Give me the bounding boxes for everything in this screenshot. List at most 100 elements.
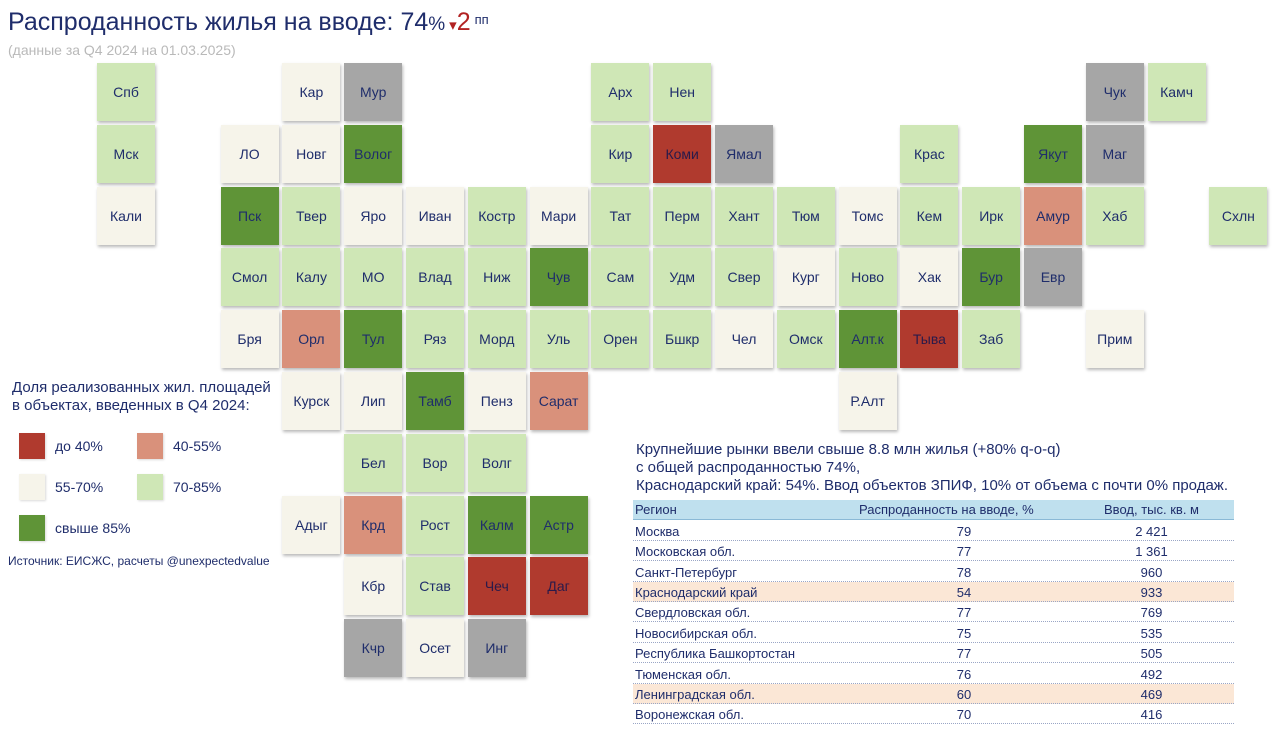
- region-tile: Сарат: [529, 372, 588, 430]
- legend-title: Доля реализованных жил. площадей в объек…: [12, 379, 271, 415]
- table-row: Республика Башкортостан 77 505: [633, 643, 1234, 664]
- table-row: Воронежская обл. 70 416: [633, 704, 1234, 725]
- legend-item-red: до 40%: [19, 433, 103, 459]
- region-tile: Пск: [220, 186, 279, 245]
- header-sold: Распроданность на вводе, %: [859, 501, 1034, 517]
- region-tile: Свер: [715, 248, 773, 307]
- table-row: Краснодарский край 54 933: [633, 581, 1234, 602]
- region-tile: Камч: [1147, 63, 1206, 121]
- table-row: Санкт-Петербург 78 960: [633, 561, 1234, 582]
- region-tile: Ряз: [406, 310, 464, 369]
- region-tile: Заб: [962, 310, 1021, 369]
- cell-region: Новосибирская обл.: [635, 625, 757, 641]
- cell-sold: 70: [956, 707, 972, 723]
- cell-area: 469: [1140, 686, 1163, 702]
- cell-sold: 60: [956, 686, 972, 702]
- table-row: Новосибирская обл. 75 535: [633, 622, 1234, 643]
- legend-label-salmon: 40-55%: [173, 438, 222, 454]
- region-tile: Мари: [529, 186, 588, 245]
- region-tile: Якут: [1024, 124, 1082, 183]
- region-tile: Рост: [406, 495, 464, 554]
- table-header-row: Регион Распроданность на вводе, % Ввод, …: [633, 500, 1234, 521]
- title-value: 74: [400, 8, 429, 36]
- cell-sold: 78: [956, 564, 972, 580]
- market-note-line2: с общей распроданностью 74%,: [636, 459, 861, 476]
- market-note-line1: Крупнейшие рынки ввели свыше 8.8 млн жил…: [636, 441, 1061, 458]
- region-tile: Евр: [1024, 248, 1082, 307]
- region-tile: Схлн: [1209, 186, 1268, 245]
- cell-region: Санкт-Петербург: [635, 564, 737, 580]
- legend-title-line1: Доля реализованных жил. площадей: [12, 379, 271, 396]
- region-tile: Даг: [529, 557, 588, 616]
- region-tile: Смол: [220, 248, 279, 307]
- legend-item-salmon: 40-55%: [137, 433, 221, 459]
- legend-item-cream: 55-70%: [19, 474, 103, 500]
- region-tile: Тюм: [776, 186, 835, 245]
- cell-area: 505: [1140, 646, 1163, 662]
- region-tile: Кир: [591, 124, 650, 183]
- cell-region: Республика Башкортостан: [635, 646, 795, 662]
- cell-area: 1 361: [1135, 544, 1168, 560]
- region-tile: Уль: [529, 310, 588, 369]
- down-arrow-icon: ▾: [449, 17, 457, 34]
- title-value-suffix: %: [428, 14, 446, 35]
- region-tile: Ирк: [962, 186, 1021, 245]
- region-tile: Чел: [715, 310, 773, 369]
- table-row: Москва 79 2 421: [633, 520, 1234, 541]
- region-tile: Бшкр: [653, 310, 712, 369]
- legend-swatch-dark-green: [19, 515, 45, 541]
- region-tile: Инг: [467, 619, 526, 678]
- region-tile: Калм: [467, 495, 526, 554]
- region-tile: Кар: [282, 63, 341, 121]
- region-tile: ЛО: [220, 124, 279, 183]
- cell-region: Москва: [635, 523, 680, 539]
- top-markets-table: Регион Распроданность на вводе, % Ввод, …: [633, 500, 1234, 725]
- region-tile: Новг: [282, 124, 341, 183]
- legend-label-red: до 40%: [55, 438, 103, 454]
- region-tile: Калу: [282, 248, 341, 307]
- region-tile: Бел: [344, 433, 403, 492]
- region-tile: Кем: [900, 186, 959, 245]
- region-tile: Осет: [406, 619, 464, 678]
- region-tile: Р.Алт: [838, 372, 897, 430]
- cell-area: 769: [1140, 605, 1163, 621]
- legend-swatch-cream: [19, 474, 45, 500]
- cell-region: Свердловская обл.: [635, 605, 751, 621]
- region-tile: Алт.к: [838, 310, 897, 369]
- change-value: 2: [456, 8, 471, 36]
- table-row: Ленинградская обл. 60 469: [633, 683, 1234, 704]
- region-tile: Тыва: [900, 310, 959, 369]
- legend-swatch-salmon: [137, 433, 163, 459]
- region-tile: Сам: [591, 248, 650, 307]
- cell-sold: 77: [956, 605, 972, 621]
- region-tile: Пенз: [467, 372, 526, 430]
- region-tile: Омск: [776, 310, 835, 369]
- cell-area: 416: [1140, 707, 1163, 723]
- region-tile: Волог: [344, 124, 403, 183]
- legend-item-dark-green: свыше 85%: [19, 515, 130, 541]
- region-tile: Волг: [467, 433, 526, 492]
- region-tile: Амур: [1024, 186, 1082, 245]
- region-tile: Хант: [715, 186, 773, 245]
- header-region: Регион: [635, 501, 677, 517]
- title-prefix: Распроданность жилья на вводе:: [8, 8, 401, 36]
- cell-area: 960: [1140, 564, 1163, 580]
- region-tile: Хак: [900, 248, 959, 307]
- region-tile: Спб: [97, 63, 155, 121]
- region-tile: Орен: [591, 310, 650, 369]
- region-tile: Тул: [344, 310, 403, 369]
- region-tile: Чув: [529, 248, 588, 307]
- source-note: Источник: ЕИСЖС, расчеты @unexpectedvalu…: [8, 554, 270, 568]
- region-tile: Кург: [776, 248, 835, 307]
- region-tile: Орл: [282, 310, 341, 369]
- market-note-line3: Краснодарский край: 54%. Ввод объектов З…: [636, 477, 1228, 494]
- market-note: Крупнейшие рынки ввели свыше 8.8 млн жил…: [636, 441, 1228, 495]
- region-tile: Хаб: [1085, 186, 1144, 245]
- region-tile: Кчр: [344, 619, 403, 678]
- cell-sold: 75: [956, 625, 972, 641]
- cell-area: 492: [1140, 666, 1163, 682]
- cell-area: 535: [1140, 625, 1163, 641]
- cell-sold: 79: [956, 523, 972, 539]
- cell-area: 2 421: [1135, 523, 1168, 539]
- cell-region: Краснодарский край: [635, 584, 758, 600]
